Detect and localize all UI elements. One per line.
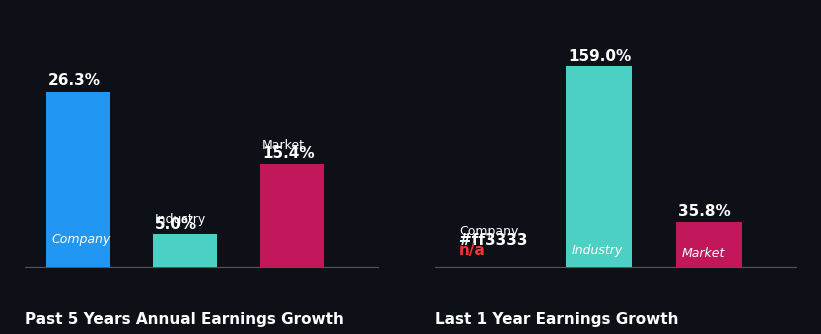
Bar <box>566 66 632 267</box>
Text: Market: Market <box>681 247 725 261</box>
Bar <box>153 234 218 267</box>
Text: Company: Company <box>459 225 519 238</box>
Text: 26.3%: 26.3% <box>48 73 101 88</box>
Text: 5.0%: 5.0% <box>155 217 197 232</box>
Text: 15.4%: 15.4% <box>262 146 314 161</box>
Text: Market: Market <box>262 139 305 152</box>
Bar <box>46 92 110 267</box>
Text: Industry: Industry <box>155 213 206 226</box>
Text: n/a: n/a <box>459 243 486 259</box>
Text: Last 1 Year Earnings Growth: Last 1 Year Earnings Growth <box>435 312 679 327</box>
Text: Company: Company <box>52 233 111 246</box>
Bar <box>260 164 324 267</box>
Text: Industry: Industry <box>572 244 623 257</box>
Text: 159.0%: 159.0% <box>569 49 632 64</box>
Text: Past 5 Years Annual Earnings Growth: Past 5 Years Annual Earnings Growth <box>25 312 343 327</box>
Text: #ff3333: #ff3333 <box>459 233 528 248</box>
Text: 35.8%: 35.8% <box>678 204 731 219</box>
Bar <box>676 222 741 267</box>
